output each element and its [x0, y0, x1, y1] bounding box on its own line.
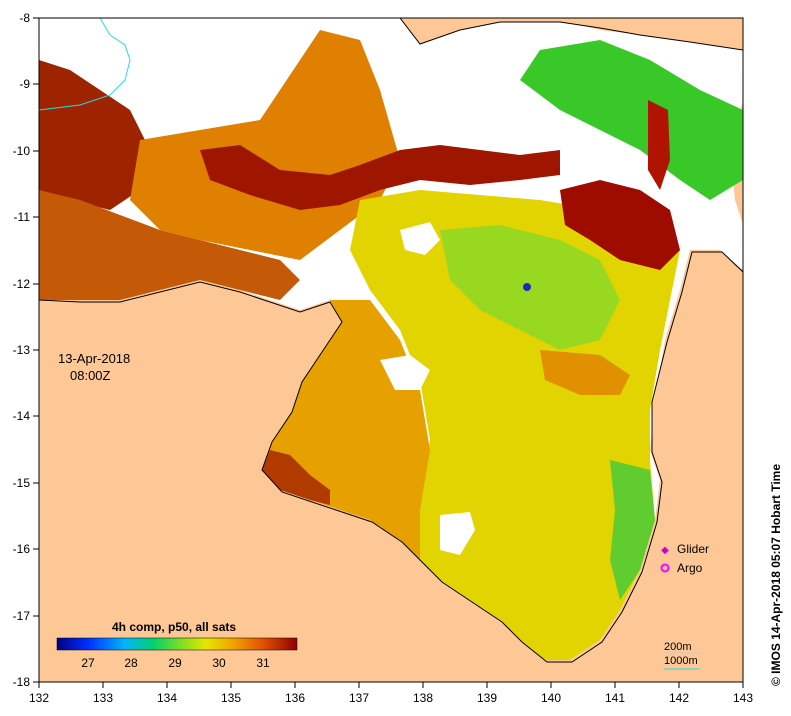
glider-marker-icon: ◆ — [661, 545, 669, 556]
x-tick-label: 143 — [733, 691, 753, 705]
sst-hot-west — [39, 60, 150, 210]
argo-marker-icon — [660, 563, 670, 573]
coastline — [39, 251, 743, 663]
depth-200-label: 200m — [664, 641, 692, 653]
river — [39, 18, 131, 111]
sst-field — [39, 18, 743, 682]
y-tick-label: -11 — [14, 210, 31, 224]
colorbar-tick-label: 29 — [168, 656, 182, 670]
y-tick-label: -8 — [19, 11, 30, 25]
y-tick-label: -14 — [13, 409, 31, 423]
colorbar-ticks: 27 28 29 30 31 — [81, 656, 270, 670]
map-date: 13-Apr-2018 — [58, 351, 130, 366]
colorbar-tick-label: 30 — [212, 656, 226, 670]
sst-orange-patch — [540, 350, 630, 395]
sst-green-east — [610, 460, 655, 600]
x-tick-label: 136 — [285, 691, 305, 705]
colorbar-tick-label: 28 — [124, 656, 138, 670]
sst-hot-southwest — [262, 450, 330, 505]
coastline — [399, 18, 743, 51]
cloud-gap — [400, 222, 440, 255]
x-tick-label: 134 — [157, 691, 177, 705]
colorbar-tick-label: 27 — [81, 656, 95, 670]
y-tick-label: -12 — [13, 277, 31, 291]
x-tick-label: 137 — [349, 691, 369, 705]
x-tick-label: 135 — [221, 691, 241, 705]
sst-orange-west — [39, 190, 300, 300]
y-tick-label: -16 — [13, 542, 31, 556]
y-axis-labels: -8 -9 -10 -11 -12 -13 -14 -15 -16 -17 -1… — [13, 11, 31, 689]
x-tick-label: 141 — [605, 691, 625, 705]
x-tick-label: 138 — [413, 691, 433, 705]
sst-hot-northeast — [560, 180, 680, 270]
sst-red-band — [200, 145, 560, 210]
colorbar-tick-label: 31 — [256, 656, 270, 670]
y-tick-label: -18 — [13, 675, 31, 689]
colorbar — [56, 637, 298, 651]
map-time: 08:00Z — [70, 368, 111, 383]
sst-cold-spot — [523, 283, 531, 291]
cloud-gap — [380, 355, 430, 390]
axis-ticks — [33, 17, 744, 688]
y-tick-label: -15 — [13, 476, 31, 490]
glider-legend-label: Glider — [677, 542, 709, 556]
land-north — [400, 18, 743, 50]
x-tick-label: 133 — [93, 691, 113, 705]
credit-text: © IMOS 14-Apr-2018 05:07 Hobart Time — [769, 464, 783, 686]
y-tick-label: -17 — [13, 609, 31, 623]
x-tick-label: 132 — [29, 691, 49, 705]
argo-legend-label: Argo — [677, 561, 703, 575]
colorbar-title: 4h comp, p50, all sats — [112, 620, 236, 634]
land-south — [39, 252, 743, 682]
sst-hot-strip — [648, 100, 670, 190]
y-tick-label: -9 — [19, 77, 30, 91]
x-tick-label: 140 — [541, 691, 561, 705]
y-tick-label: -13 — [13, 343, 31, 357]
y-tick-label: -10 — [13, 144, 31, 158]
x-tick-label: 139 — [477, 691, 497, 705]
depth-1000-label: 1000m — [664, 655, 698, 667]
x-tick-label: 142 — [669, 691, 689, 705]
sst-green-northeast — [520, 40, 743, 200]
x-axis-labels: 132 133 134 135 136 137 138 139 140 141 … — [29, 691, 753, 705]
cloud-gap — [440, 512, 475, 555]
